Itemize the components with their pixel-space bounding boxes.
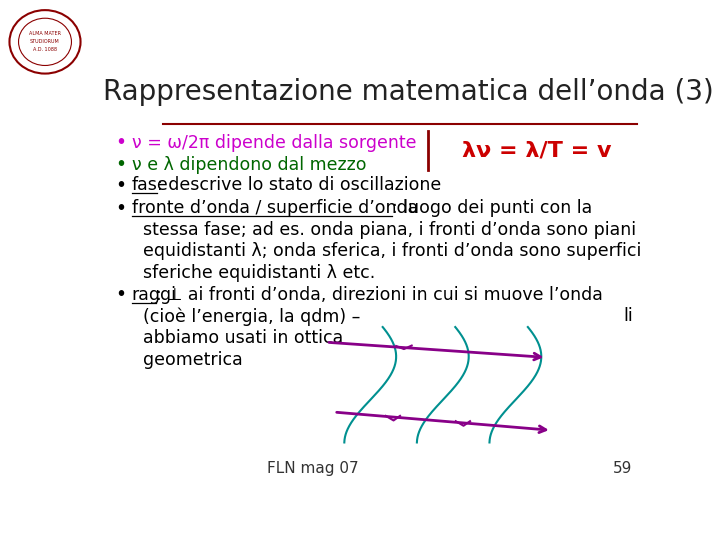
Text: A.D. 1088: A.D. 1088 <box>33 48 57 52</box>
Text: equidistanti λ; onda sferica, i fronti d’onda sono superfici: equidistanti λ; onda sferica, i fronti d… <box>143 242 642 260</box>
Text: •: • <box>115 133 126 152</box>
Text: fase: fase <box>132 177 168 194</box>
Text: (cioè l’energia, la qdm) –: (cioè l’energia, la qdm) – <box>143 307 361 326</box>
Text: : luogo dei punti con la: : luogo dei punti con la <box>392 199 593 217</box>
Text: stessa fase; ad es. onda piana, i fronti d’onda sono piani: stessa fase; ad es. onda piana, i fronti… <box>143 221 636 239</box>
Text: fronte d’onda / superficie d’onda: fronte d’onda / superficie d’onda <box>132 199 418 217</box>
Text: •: • <box>115 155 126 174</box>
Text: STUDIORUM: STUDIORUM <box>30 39 60 44</box>
Text: sferiche equidistanti λ etc.: sferiche equidistanti λ etc. <box>143 264 375 282</box>
Text: 59: 59 <box>613 461 633 476</box>
Text: li: li <box>623 307 633 326</box>
Text: abbiamo usati in ottica: abbiamo usati in ottica <box>143 329 343 347</box>
Text: λν = λ/T = v: λν = λ/T = v <box>462 141 611 161</box>
Text: : descrive lo stato di oscillazione: : descrive lo stato di oscillazione <box>157 177 441 194</box>
Text: ν = ω/2π dipende dalla sorgente: ν = ω/2π dipende dalla sorgente <box>132 134 416 152</box>
Text: •: • <box>115 285 126 304</box>
Text: ALMA MATER: ALMA MATER <box>29 31 61 36</box>
Text: •: • <box>115 176 126 195</box>
Text: FLN mag 07: FLN mag 07 <box>267 461 359 476</box>
Text: Rappresentazione matematica dell’onda (3): Rappresentazione matematica dell’onda (3… <box>103 78 714 106</box>
Text: geometrica: geometrica <box>143 350 243 369</box>
Text: •: • <box>115 199 126 218</box>
Text: raggi: raggi <box>132 286 177 303</box>
Text: ν e λ dipendono dal mezzo: ν e λ dipendono dal mezzo <box>132 156 366 173</box>
Text: : ⊥ ai fronti d’onda, direzioni in cui si muove l’onda: : ⊥ ai fronti d’onda, direzioni in cui s… <box>156 286 603 303</box>
